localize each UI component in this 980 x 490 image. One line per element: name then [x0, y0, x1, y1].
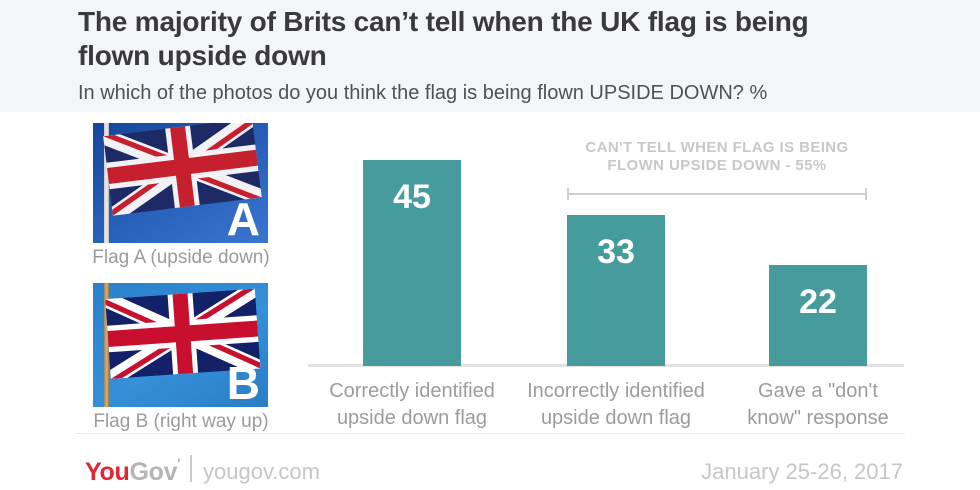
- flag-b-letter: B: [226, 356, 260, 407]
- bar-1-label-line: upside down flag: [336, 407, 488, 429]
- bar-1-value: 45: [393, 178, 431, 216]
- yougov-logo: YouGov′: [85, 455, 181, 487]
- bar-3-value: 22: [799, 283, 837, 321]
- annotation-line-2: FLOWN UPSIDE DOWN - 55%: [607, 157, 827, 174]
- bar-1: 45: [363, 160, 461, 366]
- union-jack-icon: [105, 288, 261, 379]
- bar-2: 33: [567, 215, 665, 366]
- yougov-url: yougov.com: [203, 459, 320, 484]
- flag-a-caption: Flag A (upside down): [92, 247, 270, 268]
- annotation-line-1: CAN'T TELL WHEN FLAG IS BEING: [585, 139, 849, 156]
- fieldwork-date: January 25-26, 2017: [701, 459, 903, 484]
- bar-1-label-line: Correctly identified: [329, 380, 495, 402]
- flag-b-photo: B: [93, 283, 268, 407]
- bar-2-label-line: upside down flag: [540, 407, 692, 429]
- bar-2-label: Incorrectly identified upside down flag: [500, 378, 732, 432]
- bar-2-value: 33: [597, 233, 635, 271]
- bar-3-label-line: know" response: [747, 407, 889, 429]
- flagpole: [104, 283, 109, 407]
- logo-gov: Gov: [129, 458, 178, 486]
- logo-tick-icon: ′: [177, 455, 181, 471]
- footer-divider: [75, 433, 905, 434]
- chart-annotation: CAN'T TELL WHEN FLAG IS BEING FLOWN UPSI…: [527, 139, 907, 175]
- header: The majority of Brits can’t tell when th…: [0, 0, 980, 112]
- title-line-1: The majority of Brits can’t tell when th…: [78, 6, 809, 37]
- bar-3: 22: [769, 265, 867, 366]
- flag-b-caption: Flag B (right way up): [93, 411, 269, 432]
- annotation-bracket-line: [569, 193, 865, 195]
- title-line-2: flown upside down: [78, 40, 327, 71]
- flag-a-letter: A: [226, 192, 260, 243]
- flag-a-photo: A: [93, 123, 268, 243]
- bar-3-label-line: Gave a "don't: [758, 380, 878, 402]
- page-title: The majority of Brits can’t tell when th…: [78, 5, 809, 73]
- flagpole: [104, 123, 109, 243]
- logo-you: You: [85, 458, 130, 486]
- annotation-bracket: [567, 188, 867, 200]
- union-jack-upside-down-icon: [103, 123, 262, 216]
- bar-1-label: Correctly identified upside down flag: [302, 378, 522, 432]
- logo-url-divider: [190, 455, 192, 482]
- bar-2-label-line: Incorrectly identified: [527, 380, 705, 402]
- bar-3-label: Gave a "don't know" response: [730, 378, 906, 432]
- survey-question: In which of the photos do you think the …: [78, 82, 768, 104]
